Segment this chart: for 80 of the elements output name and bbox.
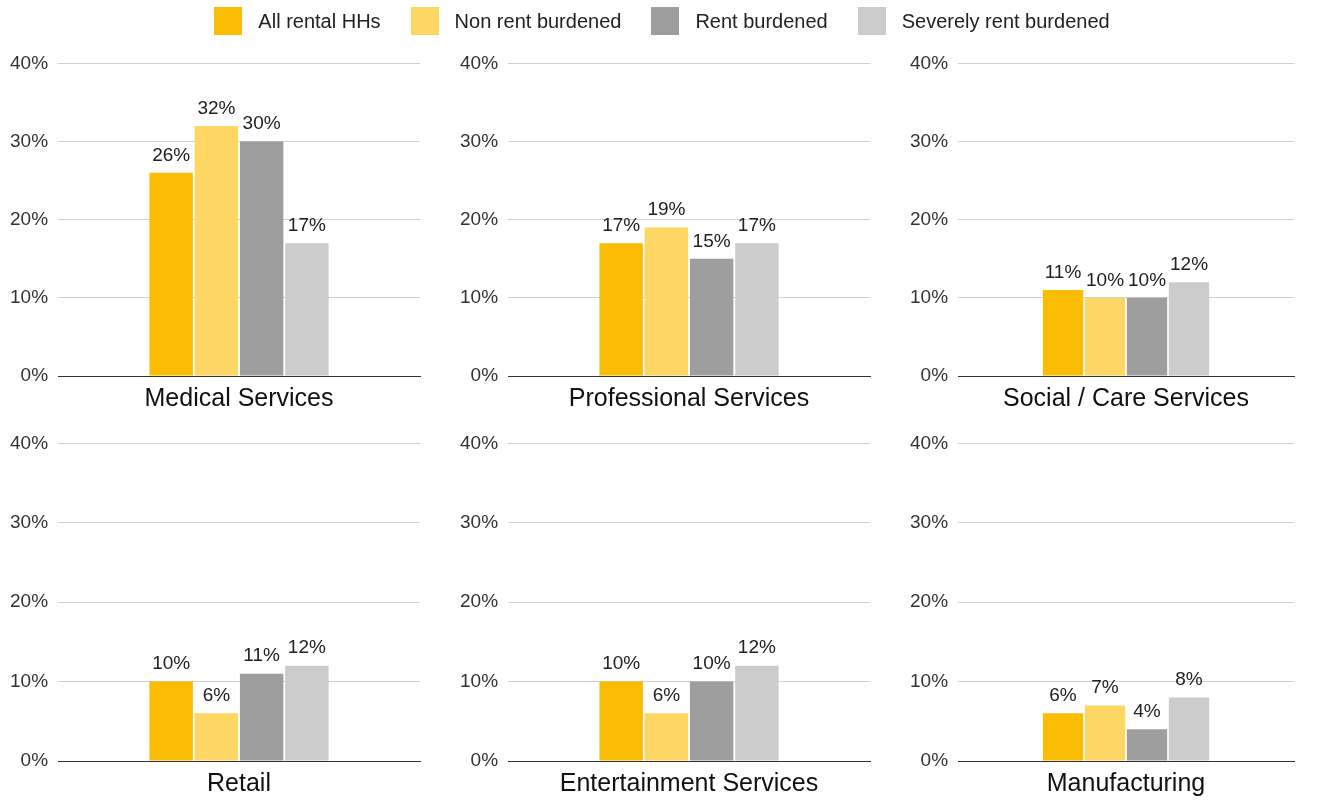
y-tick-label: 20%: [460, 207, 499, 229]
data-label: 15%: [692, 229, 731, 251]
data-label: 17%: [287, 213, 326, 235]
data-label: 10%: [1086, 268, 1125, 290]
bar: [689, 681, 734, 761]
y-tick-label: 0%: [20, 749, 49, 771]
bar: [599, 681, 643, 761]
y-tick-label: 40%: [10, 51, 49, 73]
y-tick-label: 0%: [470, 364, 499, 386]
x-tick-label: Entertainment Services: [559, 767, 819, 796]
y-tick-label: 40%: [460, 51, 499, 73]
x-tick-label: Professional Services: [568, 382, 810, 411]
y-tick-label: 0%: [20, 364, 49, 386]
y-tick-label: 30%: [460, 129, 499, 151]
data-label: 17%: [737, 213, 776, 235]
bar: [194, 713, 239, 761]
legend-label: Rent burdened: [695, 9, 828, 33]
bar: [1042, 713, 1084, 761]
y-tick-label: 30%: [460, 511, 499, 533]
x-tick-label: Medical Services: [144, 382, 334, 411]
data-label: 7%: [1091, 676, 1119, 698]
bar: [149, 681, 193, 761]
y-tick-label: 0%: [920, 364, 949, 386]
y-tick-label: 30%: [10, 129, 49, 151]
bar: [689, 258, 734, 376]
y-tick-label: 20%: [910, 207, 949, 229]
bar: [194, 125, 239, 376]
y-tick-label: 10%: [10, 286, 49, 308]
y-tick-label: 30%: [910, 129, 949, 151]
y-tick-label: 20%: [910, 590, 949, 612]
data-label: 10%: [602, 652, 641, 674]
x-tick-label: Manufacturing: [1046, 767, 1206, 796]
data-label: 8%: [1175, 668, 1203, 690]
y-tick-label: 30%: [10, 511, 49, 533]
data-label: 11%: [1044, 260, 1082, 282]
bar: [239, 673, 284, 761]
data-label: 12%: [287, 636, 326, 658]
data-label: 11%: [243, 644, 281, 666]
y-tick-label: 40%: [910, 51, 949, 73]
data-label: 19%: [647, 198, 686, 220]
data-label: 10%: [1128, 268, 1167, 290]
y-tick-label: 20%: [10, 590, 49, 612]
data-label: 10%: [692, 652, 731, 674]
y-tick-label: 10%: [910, 669, 949, 691]
data-label: 26%: [152, 143, 191, 165]
y-tick-label: 10%: [10, 669, 49, 691]
y-tick-label: 40%: [10, 431, 49, 453]
bar: [239, 141, 284, 376]
x-tick-label: Social / Care Services: [1003, 382, 1249, 411]
data-label: 32%: [197, 96, 236, 118]
legend-label: Severely rent burdened: [901, 9, 1110, 33]
data-label: 4%: [1133, 699, 1161, 721]
data-label: 12%: [1169, 252, 1209, 274]
y-tick-label: 20%: [10, 207, 49, 229]
data-label: 6%: [652, 684, 681, 706]
data-label: 6%: [1049, 684, 1077, 706]
bar: [599, 243, 643, 376]
y-tick-label: 0%: [470, 749, 499, 771]
data-label: 17%: [602, 213, 641, 235]
data-label: 6%: [202, 684, 231, 706]
y-tick-label: 10%: [460, 669, 499, 691]
y-tick-label: 30%: [910, 511, 949, 533]
legend-label: All rental HHs: [258, 9, 381, 33]
data-label: 10%: [152, 652, 191, 674]
bar: [644, 227, 689, 376]
bar: [149, 172, 193, 376]
data-label: 12%: [737, 636, 776, 658]
y-tick-label: 10%: [910, 286, 949, 308]
y-tick-label: 0%: [920, 749, 949, 771]
y-tick-label: 40%: [910, 431, 949, 453]
y-tick-label: 10%: [460, 286, 499, 308]
bar: [1126, 729, 1168, 761]
legend-label: Non rent burdened: [454, 9, 622, 33]
y-tick-label: 40%: [460, 431, 499, 453]
y-tick-label: 20%: [460, 590, 499, 612]
bar: [644, 713, 689, 761]
bar: [1168, 697, 1210, 761]
data-label: 30%: [242, 112, 281, 134]
x-tick-label: Retail: [207, 767, 271, 796]
bar: [1084, 705, 1126, 761]
